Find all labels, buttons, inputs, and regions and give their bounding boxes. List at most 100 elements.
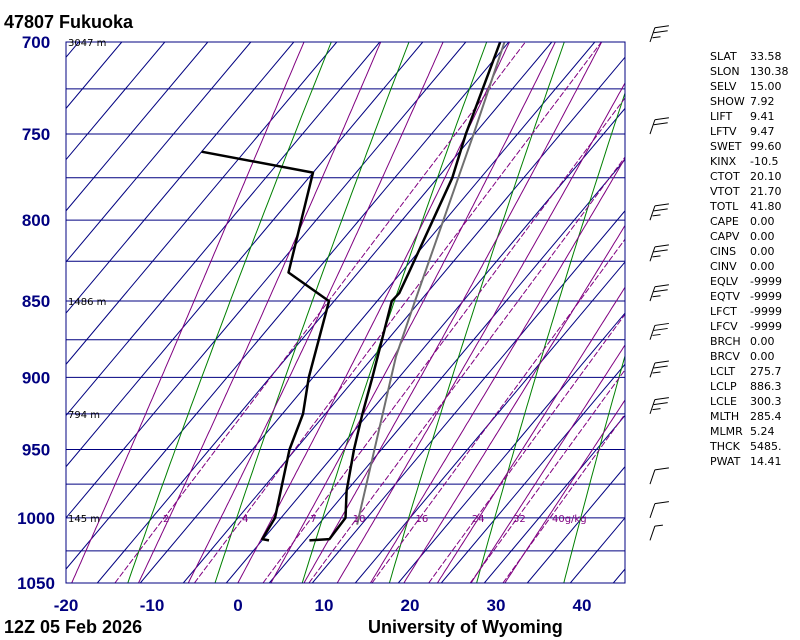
wind-barb-flag — [653, 30, 668, 34]
moist-adiabat-line — [436, 286, 625, 583]
wind-barb-staff — [649, 246, 656, 262]
wind-barb-staff — [649, 362, 656, 378]
index-value: 41.80 — [750, 200, 782, 213]
index-name: MLTH — [710, 410, 740, 423]
moist-adiabat-line — [303, 42, 603, 583]
wind-barb-flag — [654, 25, 669, 29]
mixing-ratio-label: 32 — [513, 514, 526, 525]
mixing-ratio-line — [428, 313, 625, 583]
index-name: THCK — [710, 440, 740, 453]
isotherm-line — [354, 261, 625, 583]
index-value: 99.60 — [750, 140, 782, 153]
height-label: 794 m — [68, 410, 100, 421]
temperature-tick-label: -20 — [54, 596, 79, 615]
index-row: SLAT 33.58 — [710, 49, 800, 64]
index-row: THCK 5485. — [710, 439, 800, 454]
isotherm-line — [225, 107, 625, 583]
wind-barb — [649, 524, 663, 541]
isotherm-line — [311, 210, 625, 583]
wind-barb-staff — [649, 469, 656, 485]
wind-barb-staff — [649, 325, 656, 340]
temperature-tick-label: 40 — [573, 596, 592, 615]
index-row: LCLP 886.3 — [710, 379, 800, 394]
index-value: 20.10 — [750, 170, 782, 183]
index-value: -9999 — [750, 275, 782, 288]
pressure-tick-label: 850 — [22, 292, 50, 311]
index-row: SLON 130.38 — [710, 64, 800, 79]
mixing-ratio-label: 10 — [353, 514, 366, 525]
index-row: LCLT 275.7 — [710, 364, 800, 379]
wind-barb — [649, 25, 669, 43]
wind-barb — [649, 360, 669, 378]
wind-barb-half-flag — [652, 408, 661, 411]
wind-barb-flag — [654, 284, 669, 288]
index-name: SLAT — [710, 50, 737, 63]
wind-barb-flag — [653, 122, 668, 126]
index-value: 7.92 — [750, 95, 775, 108]
wind-barb-flag — [653, 249, 668, 253]
parcel-path-line — [356, 42, 506, 525]
index-row: CAPV 0.00 — [710, 229, 800, 244]
wind-barb-flag — [653, 208, 668, 212]
pressure-tick-label: 800 — [22, 211, 50, 230]
dry-adiabat-line — [476, 91, 625, 583]
isotherm-line — [0, 42, 36, 583]
wind-barb-flag — [654, 117, 669, 121]
temperature-tick-label: 0 — [233, 596, 242, 615]
moist-adiabat-line — [270, 42, 556, 583]
index-value: 0.00 — [750, 245, 775, 258]
mixing-ratio-label: 40g/kg — [552, 514, 587, 525]
station-title: 47807 Fukuoka — [4, 12, 134, 32]
index-row: CTOT 20.10 — [710, 169, 800, 184]
index-row: PWAT 14.41 — [710, 454, 800, 469]
index-name: LFTV — [710, 125, 737, 138]
index-row: CAPE 0.00 — [710, 214, 800, 229]
isotherm-line — [66, 42, 166, 161]
pressure-tick-label: 1000 — [17, 509, 55, 528]
index-row: LIFT 9.41 — [710, 109, 800, 124]
index-name: VTOT — [710, 185, 740, 198]
wind-barb — [649, 284, 669, 302]
isotherm-line — [66, 42, 209, 212]
index-row: SHOW 7.92 — [710, 94, 800, 109]
index-value: 5.24 — [750, 425, 775, 438]
index-value: 0.00 — [750, 335, 775, 348]
index-name: SELV — [710, 80, 737, 93]
wind-barb-half-flag — [652, 295, 661, 298]
isotherm-line — [66, 42, 424, 468]
index-name: CAPE — [710, 215, 739, 228]
index-row: TOTL 41.80 — [710, 199, 800, 214]
isotherm-line — [483, 414, 625, 583]
pressure-tick-label: 700 — [22, 33, 50, 52]
moist-adiabat-line — [138, 42, 382, 583]
mixing-ratio-line — [114, 42, 526, 583]
profile-layer — [201, 42, 506, 542]
index-row: LFCT -9999 — [710, 304, 800, 319]
isotherm-line — [66, 42, 510, 570]
pressure-tick-label: 950 — [22, 440, 50, 459]
index-name: KINX — [710, 155, 737, 168]
index-row: LFCV -9999 — [710, 319, 800, 334]
temperature-tick-label: 20 — [401, 596, 420, 615]
index-name: CINS — [710, 245, 737, 258]
index-row: VTOT 21.70 — [710, 184, 800, 199]
index-value: 15.00 — [750, 80, 782, 93]
index-value: -10.5 — [750, 155, 779, 168]
index-row: MLTH 285.4 — [710, 409, 800, 424]
index-name: LCLT — [710, 365, 736, 378]
moist-adiabat-line — [403, 224, 625, 583]
isotherm-line — [66, 42, 295, 314]
mixing-ratio-label: 7 — [310, 514, 316, 525]
wind-barb-staff — [649, 286, 656, 302]
isotherm-line — [66, 42, 123, 110]
mixing-ratio-line — [262, 97, 625, 583]
dewpoint-profile-line — [201, 150, 331, 542]
index-value: 21.70 — [750, 185, 782, 198]
index-name: PWAT — [710, 455, 741, 468]
wind-barb-staff — [649, 503, 656, 519]
wind-barb-flag — [653, 289, 668, 293]
wind-barb-half-flag — [652, 371, 661, 374]
temperature-profile-line — [309, 42, 502, 542]
